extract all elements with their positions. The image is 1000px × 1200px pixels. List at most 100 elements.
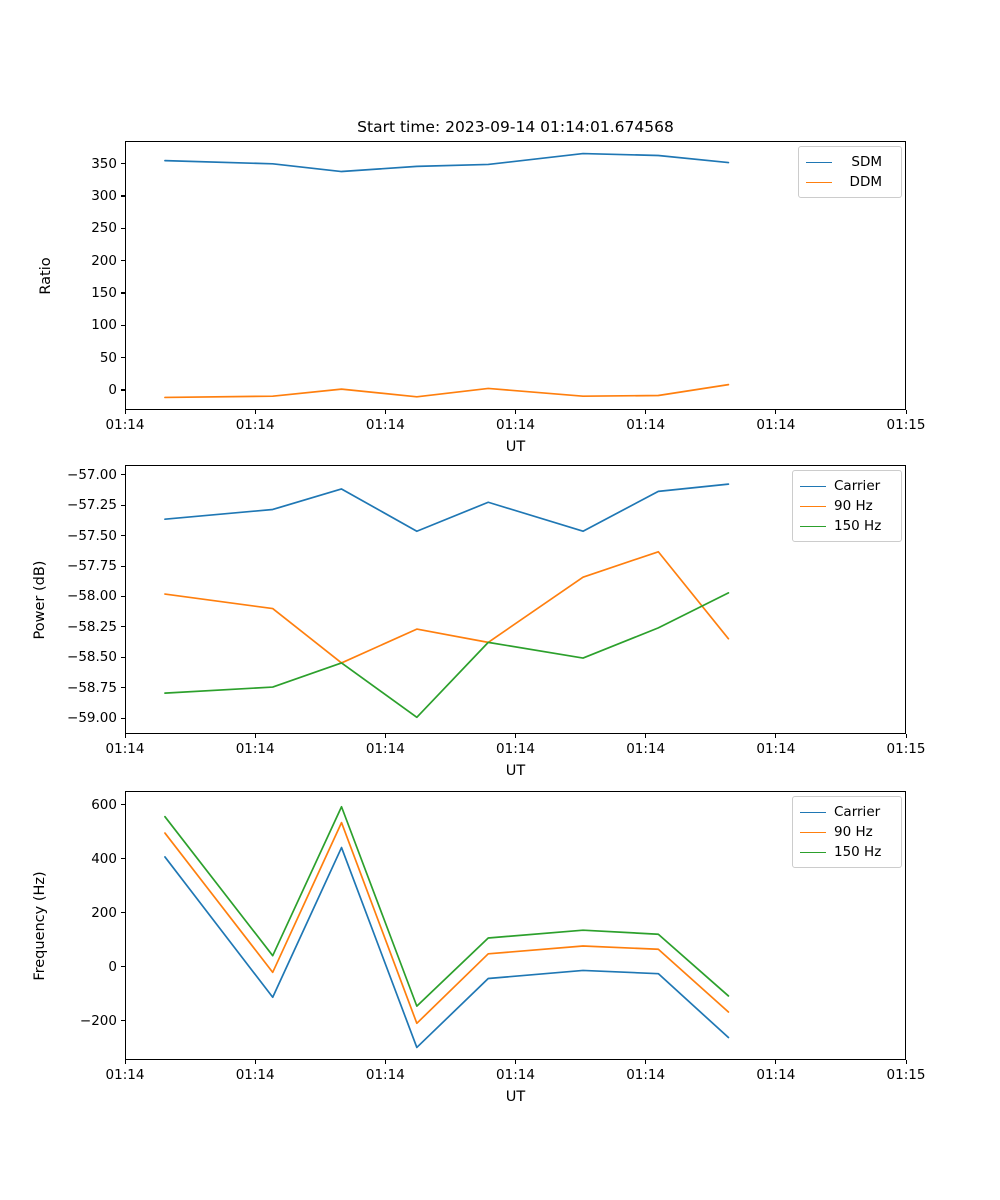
y-tick-mark bbox=[121, 804, 125, 806]
subplot-ratio-legend[interactable]: SDM DDM bbox=[798, 146, 902, 198]
legend-label: 90 Hz bbox=[834, 824, 873, 840]
x-tick-label: 01:15 bbox=[886, 417, 926, 433]
y-tick-mark bbox=[121, 717, 125, 719]
y-tick-label: −57.50 bbox=[67, 527, 117, 544]
y-tick-label: −57.75 bbox=[67, 558, 117, 575]
y-tick-label: −58.25 bbox=[67, 618, 117, 635]
x-tick-mark bbox=[645, 410, 647, 414]
y-tick-mark bbox=[121, 357, 125, 359]
series-line-ddm bbox=[164, 383, 730, 399]
y-tick-mark bbox=[121, 912, 125, 914]
y-tick-mark bbox=[121, 656, 125, 658]
y-tick-label: −58.75 bbox=[67, 679, 117, 696]
y-tick-label: 0 bbox=[108, 958, 117, 975]
x-tick-label: 01:14 bbox=[626, 1067, 666, 1083]
legend-swatch-icon bbox=[800, 851, 826, 853]
subplot-power-ylabel: Power (dB) bbox=[32, 560, 48, 639]
y-tick-label: −200 bbox=[79, 1012, 117, 1029]
y-tick-label: −59.00 bbox=[67, 710, 117, 727]
y-tick-label: 200 bbox=[91, 252, 117, 269]
legend-swatch-icon bbox=[800, 485, 826, 487]
y-tick-label: 300 bbox=[91, 187, 117, 204]
y-tick-mark bbox=[121, 626, 125, 628]
x-tick-mark bbox=[515, 1060, 517, 1064]
x-tick-mark bbox=[905, 1060, 907, 1064]
y-tick-mark bbox=[121, 227, 125, 229]
legend-label: SDM bbox=[851, 154, 882, 170]
subplot-ratio-axes bbox=[125, 141, 906, 410]
y-tick-mark bbox=[121, 292, 125, 294]
y-tick-label: 200 bbox=[91, 904, 117, 921]
x-tick-mark bbox=[124, 734, 126, 738]
y-tick-label: 400 bbox=[91, 850, 117, 867]
x-tick-mark bbox=[384, 410, 386, 414]
y-tick-mark bbox=[121, 687, 125, 689]
x-tick-mark bbox=[254, 734, 256, 738]
series-line-sdm bbox=[164, 152, 730, 173]
x-tick-label: 01:14 bbox=[756, 417, 796, 433]
y-tick-label: 150 bbox=[91, 284, 117, 301]
x-tick-label: 01:14 bbox=[626, 417, 666, 433]
x-tick-label: 01:14 bbox=[496, 1067, 535, 1083]
y-tick-mark bbox=[121, 324, 125, 326]
x-tick-mark bbox=[384, 1060, 386, 1064]
y-tick-label: −58.50 bbox=[67, 649, 117, 666]
y-tick-mark bbox=[121, 595, 125, 598]
legend-entry-90-hz[interactable]: 90 Hz bbox=[800, 822, 894, 842]
x-tick-label: 01:14 bbox=[235, 741, 275, 757]
y-tick-mark bbox=[121, 966, 125, 968]
series-line-150-hz bbox=[164, 592, 730, 719]
x-tick-label: 01:14 bbox=[105, 417, 145, 433]
x-tick-label: 01:14 bbox=[365, 1067, 405, 1083]
subplot-ratio-plot-area bbox=[164, 152, 730, 399]
y-tick-label: −58.00 bbox=[67, 588, 117, 605]
y-tick-mark bbox=[121, 389, 125, 391]
legend-entry-150-hz[interactable]: 150 Hz bbox=[800, 516, 894, 536]
subplot-power-legend[interactable]: Carrier 90 Hz 150 Hz bbox=[792, 470, 902, 542]
legend-label: Carrier bbox=[834, 804, 881, 820]
y-tick-label: 100 bbox=[91, 317, 117, 334]
legend-swatch-icon bbox=[800, 831, 826, 833]
y-tick-label: 50 bbox=[99, 349, 117, 366]
x-tick-mark bbox=[645, 1060, 647, 1064]
x-tick-mark bbox=[775, 410, 777, 414]
legend-label: DDM bbox=[849, 174, 882, 190]
legend-label: Carrier bbox=[834, 478, 881, 494]
x-tick-mark bbox=[124, 410, 126, 414]
legend-entry-carrier[interactable]: Carrier bbox=[800, 802, 894, 822]
x-tick-label: 01:15 bbox=[886, 1067, 926, 1083]
x-tick-label: 01:14 bbox=[235, 1067, 275, 1083]
subplot-frequency-legend[interactable]: Carrier 90 Hz 150 Hz bbox=[792, 796, 902, 868]
x-tick-label: 01:14 bbox=[105, 1067, 145, 1083]
legend-entry-150-hz[interactable]: 150 Hz bbox=[800, 842, 894, 862]
legend-label: 90 Hz bbox=[834, 498, 873, 514]
subplot-frequency-ylabel: Frequency (Hz) bbox=[32, 870, 48, 981]
legend-swatch-icon bbox=[800, 811, 826, 813]
x-tick-label: 01:14 bbox=[626, 741, 666, 757]
y-tick-mark bbox=[121, 565, 125, 567]
legend-entry-ddm[interactable]: DDM bbox=[806, 172, 894, 192]
x-tick-label: 01:14 bbox=[365, 741, 405, 757]
legend-entry-sdm[interactable]: SDM bbox=[806, 152, 894, 172]
x-tick-mark bbox=[254, 410, 256, 414]
x-tick-label: 01:14 bbox=[496, 741, 535, 757]
series-line-carrier bbox=[164, 846, 730, 1049]
y-tick-label: 250 bbox=[91, 220, 117, 237]
legend-entry-90-hz[interactable]: 90 Hz bbox=[800, 496, 894, 516]
x-tick-mark bbox=[905, 734, 907, 738]
x-tick-mark bbox=[515, 734, 517, 738]
y-tick-label: −57.25 bbox=[67, 497, 117, 514]
y-tick-mark bbox=[121, 858, 125, 860]
legend-label: 150 Hz bbox=[834, 518, 882, 534]
series-line-90-hz bbox=[164, 550, 730, 664]
legend-label: 150 Hz bbox=[834, 844, 882, 860]
y-tick-mark bbox=[121, 474, 125, 476]
y-tick-mark bbox=[121, 1020, 125, 1022]
legend-entry-carrier[interactable]: Carrier bbox=[800, 476, 894, 496]
legend-swatch-icon bbox=[800, 505, 826, 507]
y-tick-mark bbox=[121, 163, 125, 165]
figure-title: Start time: 2023-09-14 01:14:01.674568 bbox=[357, 118, 674, 136]
y-tick-label: 350 bbox=[91, 155, 117, 172]
subplot-power-axes bbox=[125, 465, 906, 734]
